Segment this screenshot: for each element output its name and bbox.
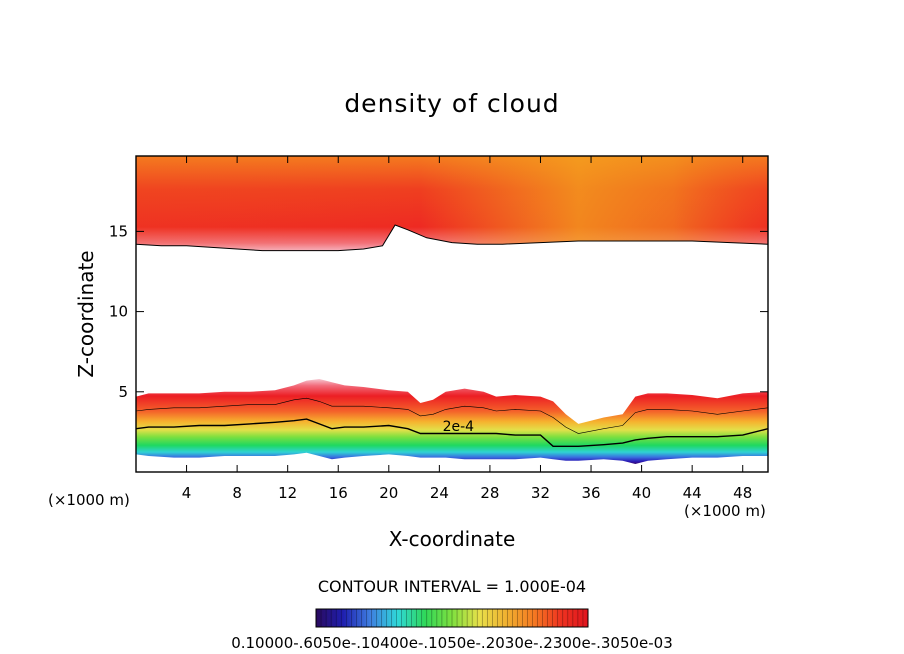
y-tick-label: 5	[118, 383, 128, 401]
x-tick-label: 16	[329, 484, 348, 502]
contour-label: 2e-4	[443, 419, 475, 435]
upper-cloud-core	[136, 156, 768, 251]
x-tick-label: 28	[480, 484, 499, 502]
x-tick-label: 32	[531, 484, 550, 502]
y-axis-label: Z-coordinate	[74, 250, 98, 377]
colorbar-frame	[315, 608, 589, 628]
x-tick-label: 36	[581, 484, 600, 502]
contour-interval-text: CONTOUR INTERVAL = 1.000E-04	[318, 577, 586, 596]
x-tick-label: 48	[733, 484, 752, 502]
x-tick-label: 8	[232, 484, 242, 502]
plot-area: 2e-4	[135, 155, 769, 473]
contour-line-2e-4	[136, 418, 768, 447]
lower-cloud-layer	[136, 379, 768, 464]
x-tick-label: 12	[278, 484, 297, 502]
colorbar	[315, 608, 589, 628]
x-unit-label-right: (×1000 m)	[684, 502, 766, 520]
upper-cloud-contour	[136, 224, 768, 252]
contour-line-upper	[136, 397, 768, 434]
x-tick-label: 20	[379, 484, 398, 502]
x-axis-label: X-coordinate	[389, 527, 516, 551]
y-tick-label: 10	[109, 303, 128, 321]
x-tick-label: 40	[632, 484, 651, 502]
plot-frame	[135, 155, 769, 473]
x-axis-ticks: 4 8 12 16 20 24 28 32 36 40 44 48	[182, 156, 752, 502]
chart-title: density of cloud	[344, 89, 559, 118]
x-tick-label: 24	[430, 484, 449, 502]
y-axis-ticks: 5 10 15	[109, 222, 768, 401]
colorbar-labels: 0.10000-.6050e-.10400e-.1050e-.2030e-.23…	[231, 634, 673, 652]
x-tick-label: 44	[683, 484, 702, 502]
y-tick-label: 15	[109, 222, 128, 240]
x-tick-label: 4	[182, 484, 192, 502]
x-unit-label-left: (×1000 m)	[48, 491, 130, 509]
